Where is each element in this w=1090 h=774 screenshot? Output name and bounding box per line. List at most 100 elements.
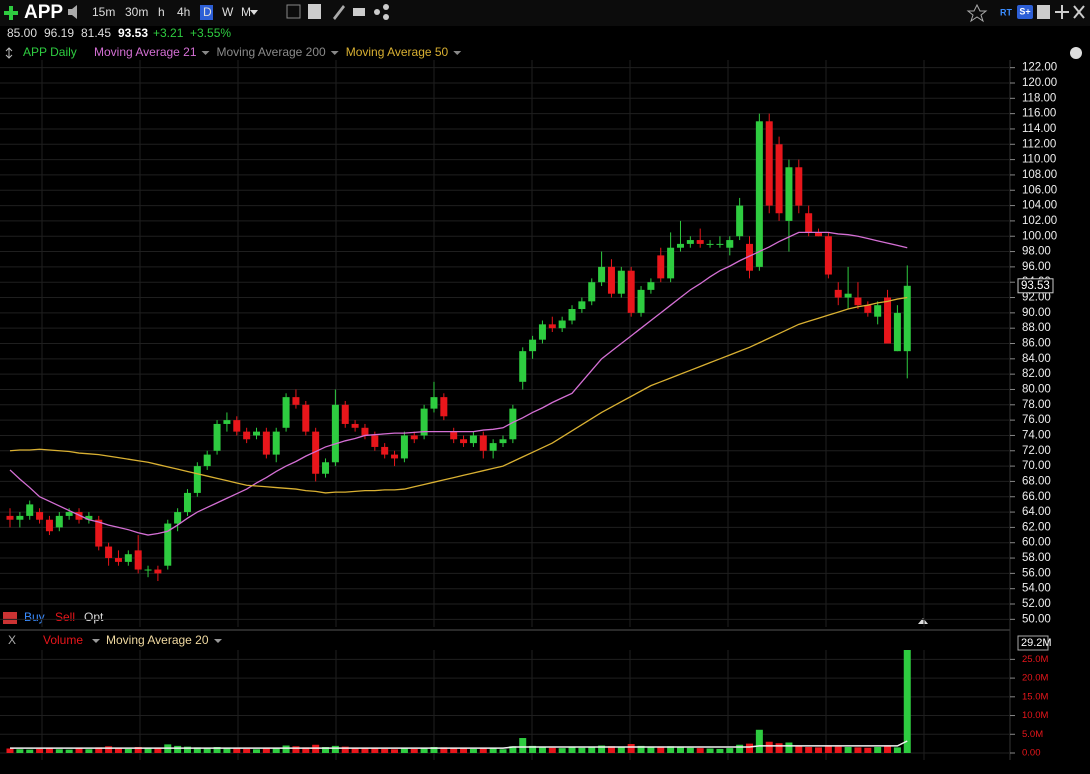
volume-bar <box>538 747 546 753</box>
y-tick-label: 96.00 <box>1022 261 1051 273</box>
candle-body <box>253 431 260 436</box>
volume-bar <box>824 746 832 753</box>
trade-icon[interactable] <box>3 612 17 624</box>
candle-body <box>114 558 122 562</box>
volume-bar <box>637 745 645 753</box>
candle-body <box>479 435 487 451</box>
volume-bar <box>361 748 369 753</box>
volume-legend[interactable]: Volume <box>43 633 83 647</box>
volume-bar <box>736 744 744 753</box>
volume-bar <box>124 748 132 753</box>
last-price-box <box>1017 278 1054 294</box>
notes-icon[interactable] <box>353 8 365 16</box>
candle-body <box>568 309 576 321</box>
close-icon[interactable] <box>1073 5 1085 19</box>
legend-entry[interactable]: Moving Average 21 <box>94 45 197 59</box>
study-icon[interactable] <box>308 4 321 19</box>
timeframe-button[interactable]: M <box>241 5 251 19</box>
candle-body <box>893 312 901 352</box>
last-price: 93.53 <box>118 26 148 40</box>
candle-body <box>144 569 152 571</box>
volume-bar <box>805 747 813 753</box>
dropdown[interactable] <box>453 51 462 55</box>
candle-body <box>440 397 448 417</box>
candle-body <box>667 247 675 279</box>
candle-body <box>75 512 83 520</box>
candle-body <box>164 523 172 566</box>
volume-bar <box>834 746 842 753</box>
candle-body <box>558 320 566 329</box>
y-tick-label: 108.00 <box>1022 169 1057 181</box>
volume-bar <box>114 747 122 753</box>
timeframe-button[interactable]: 4h <box>177 5 190 19</box>
candle-body <box>657 255 665 279</box>
candle-body <box>637 289 645 313</box>
candle-body <box>607 266 615 294</box>
palette-icon[interactable] <box>1070 47 1082 59</box>
timeframe-button[interactable]: 15m <box>92 5 115 19</box>
volume-bar <box>144 748 152 753</box>
candle-body <box>410 435 418 440</box>
favorite-icon[interactable] <box>966 3 988 23</box>
candle-body <box>627 270 635 313</box>
chart-type-icon[interactable] <box>286 4 301 19</box>
dropdown[interactable] <box>250 10 258 15</box>
y-tick-label: 64.00 <box>1022 506 1051 518</box>
add-icon[interactable] <box>4 6 18 20</box>
volume-bar <box>174 745 182 753</box>
timeframe-button[interactable]: 30m <box>125 5 148 19</box>
volume-bar <box>775 743 783 753</box>
volume-bar <box>65 749 73 753</box>
y-tick-label: 56.00 <box>1022 567 1051 579</box>
candle-body <box>617 270 625 294</box>
candle-body <box>588 282 596 302</box>
buy-button[interactable]: Buy <box>24 610 45 624</box>
scroll-marker[interactable] <box>918 618 928 624</box>
candle-body <box>272 431 280 455</box>
timeframe-button[interactable]: h <box>158 5 165 19</box>
volume-bar <box>282 745 290 753</box>
pane-close[interactable]: X <box>8 633 16 647</box>
timeframe-button[interactable]: D <box>203 5 212 19</box>
candle-body <box>16 515 24 520</box>
volume-bar <box>440 747 448 753</box>
legend-entry[interactable]: Moving Average 50 <box>346 45 449 59</box>
volume-ma-legend[interactable]: Moving Average 20 <box>106 633 209 647</box>
candle-body <box>322 462 330 474</box>
timeframe-active <box>200 5 213 20</box>
volume-bar <box>410 748 418 753</box>
dropdown[interactable] <box>330 51 339 55</box>
move-icon[interactable] <box>1055 5 1069 19</box>
draw-icon[interactable] <box>333 5 345 20</box>
candle-body <box>775 144 783 214</box>
dropdown[interactable] <box>201 51 210 55</box>
timeframe-button[interactable]: W <box>222 5 234 19</box>
sound-icon[interactable] <box>68 5 77 19</box>
candle-body <box>598 266 606 283</box>
volume-bar <box>519 738 527 753</box>
symbol[interactable]: APP <box>24 2 63 23</box>
candle-body <box>95 519 103 547</box>
volume-bar <box>460 748 468 753</box>
share-icon[interactable] <box>374 9 380 15</box>
y-tick-label: 120.00 <box>1022 77 1057 89</box>
volume-bar <box>193 747 201 753</box>
volume-bar <box>36 748 44 753</box>
candle-body <box>874 305 882 317</box>
volume-bar <box>262 747 270 753</box>
y-tick-label: 114.00 <box>1022 123 1056 135</box>
candle-body <box>124 554 132 562</box>
opt-button[interactable]: Opt <box>84 610 104 624</box>
candle-body <box>746 243 753 271</box>
volume-bar <box>676 746 684 753</box>
volume-bars <box>6 650 911 753</box>
legend-entry[interactable]: Moving Average 200 <box>217 45 327 59</box>
save-icon[interactable] <box>1037 5 1050 19</box>
sell-button[interactable]: Sell <box>55 610 75 624</box>
y-tick-label: 100.00 <box>1022 230 1057 242</box>
splus-button[interactable] <box>1017 5 1033 19</box>
candle-body <box>696 240 704 244</box>
y-tick-label: 50.00 <box>1022 613 1051 625</box>
legend-main[interactable]: APP Daily <box>23 45 77 59</box>
